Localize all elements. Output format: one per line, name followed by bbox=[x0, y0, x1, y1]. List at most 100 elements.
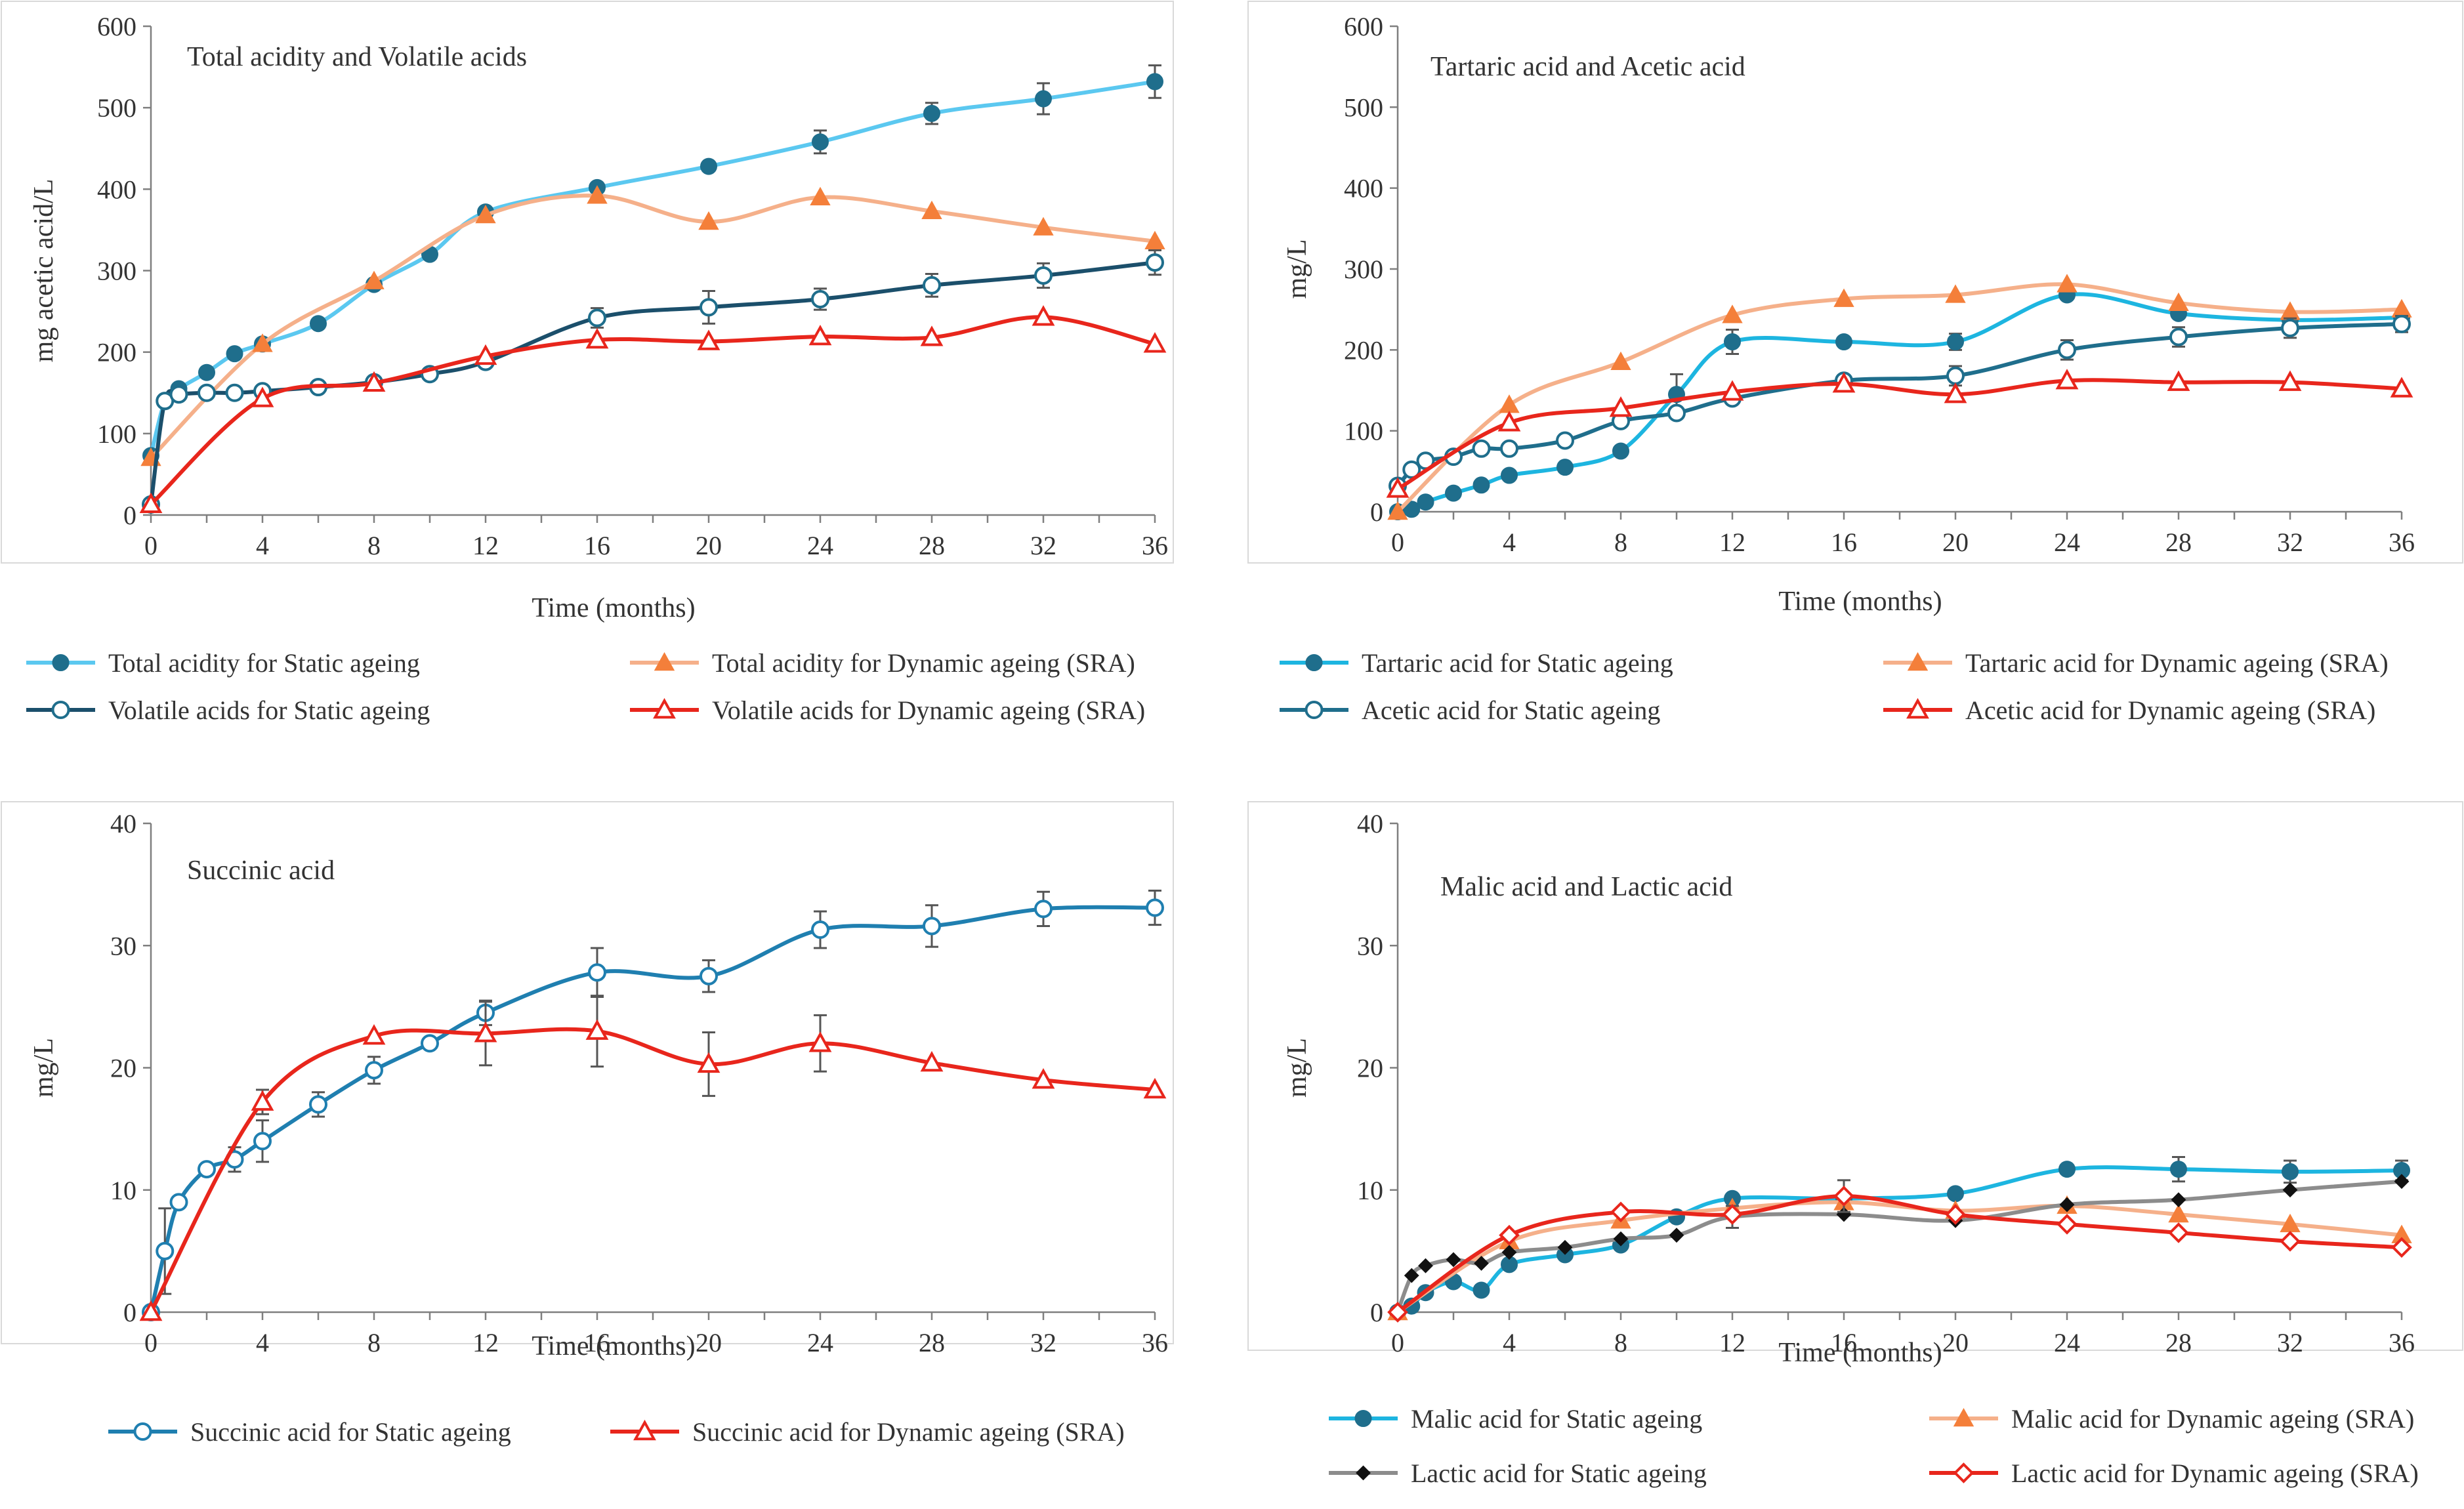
data-point bbox=[1721, 380, 1744, 401]
data-point bbox=[2059, 1197, 2075, 1212]
x-axis-title: Time (months) bbox=[1778, 1338, 1942, 1368]
x-tick-label: 28 bbox=[2165, 1328, 2192, 1357]
x-tick-label: 0 bbox=[1391, 527, 1404, 557]
x-tick-label: 24 bbox=[807, 531, 833, 560]
series-4 bbox=[139, 305, 1167, 514]
data-point bbox=[1387, 1302, 1408, 1323]
data-point bbox=[1387, 501, 1408, 520]
data-point bbox=[1667, 403, 1686, 423]
series-4 bbox=[1387, 1179, 2412, 1323]
x-tick-label: 24 bbox=[807, 1328, 833, 1357]
data-point bbox=[2278, 370, 2302, 391]
x-tick-label: 0 bbox=[1391, 1328, 1404, 1357]
data-point bbox=[362, 371, 386, 392]
data-point bbox=[2281, 319, 2299, 338]
series-2 bbox=[139, 995, 1167, 1321]
data-point bbox=[2168, 1203, 2189, 1223]
data-point bbox=[169, 1193, 188, 1212]
chart-panel-3: 0 10 20 30 40 0 4 8 12 16 20 24 28 32 36 Succinic acid T… bbox=[1, 801, 1174, 1447]
x-tick-label: 32 bbox=[2277, 527, 2303, 557]
series-line bbox=[149, 194, 1156, 460]
data-point bbox=[1500, 439, 1518, 458]
data-point bbox=[421, 1034, 439, 1053]
y-tick-label: 0 bbox=[123, 501, 136, 530]
data-point bbox=[700, 966, 718, 985]
series-line bbox=[149, 1027, 1156, 1313]
data-point bbox=[1556, 431, 1574, 450]
series-line bbox=[1396, 1179, 2402, 1313]
chart-title: Succinic acid bbox=[187, 856, 335, 886]
data-point bbox=[1612, 442, 1629, 460]
series-line bbox=[149, 905, 1156, 1313]
data-point bbox=[1501, 466, 1518, 484]
data-point bbox=[1946, 366, 1965, 385]
data-point bbox=[1404, 1268, 1419, 1283]
data-point bbox=[365, 1061, 383, 1080]
data-point bbox=[923, 276, 941, 295]
data-point bbox=[1143, 332, 1167, 353]
series-line bbox=[1396, 1194, 2402, 1314]
chart-panel-2: 0 100 200 300 400 500 600 0 4 8 12 16 20 24 28 32 36 Tart… bbox=[1247, 1, 2463, 725]
data-point bbox=[1556, 459, 1574, 476]
legend-entry: Tartaric acid for Static ageing bbox=[1280, 648, 1673, 678]
data-point bbox=[2058, 341, 2076, 360]
legend-entry: Total acidity for Dynamic ageing (SRA) bbox=[630, 648, 1135, 678]
legend-label: Malic acid for Dynamic ageing (SRA) bbox=[2011, 1404, 2414, 1434]
data-point bbox=[1417, 493, 1434, 511]
chart-frame bbox=[1, 801, 1174, 1344]
legend-marker bbox=[51, 701, 70, 719]
x-tick-label: 32 bbox=[1030, 1328, 1056, 1357]
legend-entry: Volatile acids for Dynamic ageing (SRA) bbox=[630, 695, 1145, 725]
legend-marker bbox=[1354, 1410, 1372, 1427]
data-point bbox=[1472, 476, 1490, 494]
data-point bbox=[811, 289, 829, 308]
chart-title: Malic acid and Lactic acid bbox=[1440, 872, 1732, 902]
data-point bbox=[1613, 1231, 1629, 1247]
x-tick-label: 8 bbox=[367, 1328, 381, 1357]
legend-entry: Total acidity for Static ageing bbox=[26, 648, 420, 678]
legend-marker bbox=[654, 651, 675, 671]
legend-entry: Malic acid for Static ageing bbox=[1329, 1404, 1702, 1434]
x-tick-label: 0 bbox=[144, 1328, 157, 1357]
data-point bbox=[309, 1095, 327, 1114]
data-point bbox=[1472, 439, 1491, 458]
data-point bbox=[1835, 333, 1852, 350]
y-axis-title: mg/L bbox=[29, 1038, 59, 1098]
data-point bbox=[920, 1050, 944, 1072]
data-point bbox=[2391, 1237, 2412, 1258]
legend-entry: Acetic acid for Dynamic ageing (SRA) bbox=[1883, 695, 2375, 725]
legend-marker bbox=[52, 654, 70, 671]
data-point bbox=[587, 185, 608, 204]
data-point bbox=[810, 186, 831, 205]
data-point bbox=[2055, 369, 2079, 390]
x-tick-label: 4 bbox=[256, 1328, 269, 1357]
series-2 bbox=[1387, 274, 2412, 520]
data-point bbox=[923, 104, 940, 122]
series-line bbox=[1396, 321, 2402, 487]
y-tick-label: 10 bbox=[110, 1176, 136, 1205]
data-point bbox=[253, 1132, 272, 1151]
chart-panel-4: 0 10 20 30 40 0 4 8 12 16 20 24 28 32 36 Malic acid and… bbox=[1247, 801, 2463, 1488]
data-point bbox=[310, 315, 327, 333]
data-point bbox=[252, 333, 273, 352]
legend-entry: Malic acid for Dynamic ageing (SRA) bbox=[1929, 1404, 2414, 1434]
x-tick-label: 32 bbox=[2277, 1328, 2303, 1357]
legend-label: Tartaric acid for Dynamic ageing (SRA) bbox=[1965, 648, 2389, 678]
data-point bbox=[1947, 333, 1964, 350]
x-tick-label: 4 bbox=[1503, 527, 1516, 557]
legend-label: Acetic acid for Static ageing bbox=[1362, 695, 1660, 725]
data-point bbox=[2057, 274, 2078, 293]
x-axis-title: Time (months) bbox=[532, 593, 695, 623]
series-4 bbox=[1386, 369, 2413, 498]
data-point bbox=[808, 324, 832, 346]
legend-label: Total acidity for Dynamic ageing (SRA) bbox=[712, 648, 1135, 678]
x-tick-label: 16 bbox=[1831, 527, 1857, 557]
x-tick-label: 36 bbox=[2389, 527, 2415, 557]
legend-entry: Lactic acid for Static ageing bbox=[1329, 1458, 1707, 1488]
x-tick-label: 28 bbox=[919, 531, 945, 560]
legend-label: Lactic acid for Static ageing bbox=[1411, 1458, 1707, 1488]
data-point bbox=[198, 383, 216, 402]
data-point bbox=[1033, 217, 1054, 236]
data-point bbox=[1472, 1281, 1490, 1299]
y-tick-label: 200 bbox=[1344, 335, 1383, 365]
